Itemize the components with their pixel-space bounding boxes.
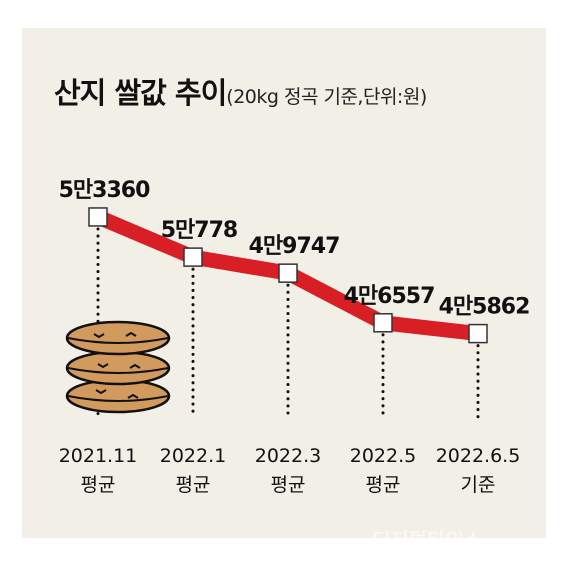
data-point-marker <box>373 313 393 333</box>
chart-card <box>22 28 546 538</box>
chart-subtitle: (20kg 정곡 기준,단위:원) <box>226 86 427 108</box>
value-label: 4만6557 <box>344 284 435 309</box>
x-tick-label: 2022.5 <box>350 445 416 467</box>
data-point-marker <box>88 207 108 227</box>
value-label: 5만3360 <box>59 178 150 203</box>
value-label: 4만5862 <box>439 295 530 320</box>
data-markers <box>88 207 488 344</box>
value-label: 4만9747 <box>249 234 340 259</box>
rice-bags-icon <box>65 320 171 414</box>
chart-title: 산지 쌀값 추이 <box>54 76 227 110</box>
x-tick-note: 평균 <box>81 474 116 496</box>
x-tick-note: 평균 <box>271 474 306 496</box>
x-tick-label: 2021.11 <box>59 445 138 467</box>
data-point-marker <box>183 247 203 267</box>
x-tick-label: 2022.1 <box>160 445 226 467</box>
x-tick-label: 2022.6.5 <box>436 445 521 467</box>
x-tick-labels: 2021.11 평균 2022.1 평균 2022.3 평균 2022.5 평균 2022.6.… <box>59 445 521 496</box>
x-tick-note: 평균 <box>366 474 401 496</box>
data-point-marker <box>468 323 488 344</box>
watermark: 디지털타임스 <box>372 528 483 552</box>
data-point-marker <box>278 263 298 283</box>
chart-title-row: 산지 쌀값 추이(20kg 정곡 기준,단위:원) <box>54 70 427 112</box>
x-tick-label: 2022.3 <box>255 445 321 467</box>
x-tick-note: 평균 <box>176 474 211 496</box>
x-tick-note: 기준 <box>461 474 496 496</box>
value-label: 5만778 <box>161 218 237 243</box>
